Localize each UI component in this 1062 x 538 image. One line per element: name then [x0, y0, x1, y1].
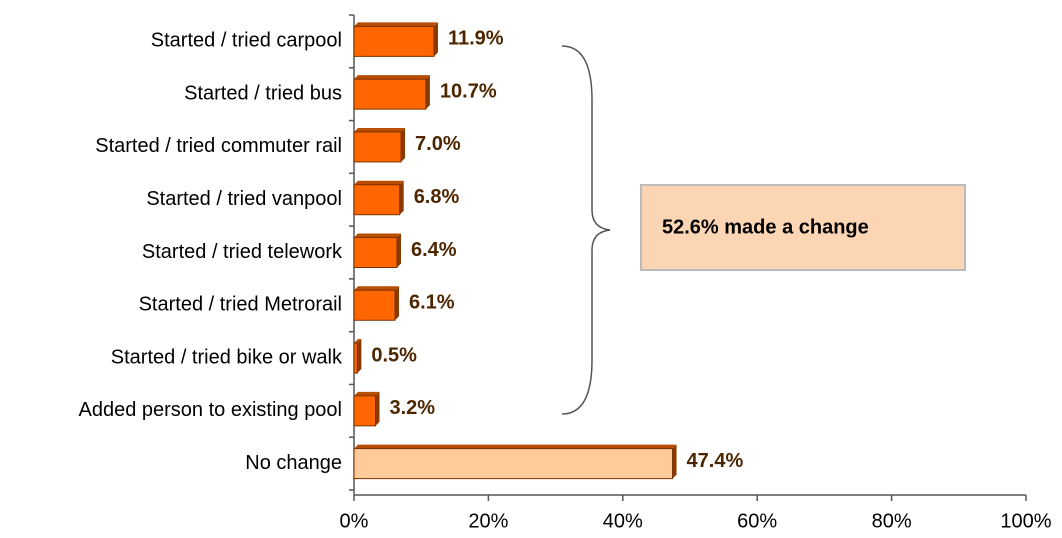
bar: [353, 78, 427, 110]
value-label: 11.9%: [448, 28, 504, 50]
y-tick-label: Started / tried commuter rail: [95, 135, 342, 157]
bar: [353, 342, 358, 374]
bar-side: [672, 444, 677, 479]
value-label: 0.5%: [371, 344, 417, 366]
x-tick-label: 40%: [603, 510, 643, 532]
bar-side: [394, 286, 399, 321]
y-tick-label: No change: [245, 452, 342, 474]
y-tick-label: Started / tried bus: [184, 82, 342, 104]
bar-side: [397, 233, 402, 268]
bar-top: [354, 339, 362, 344]
y-tick-label: Started / tried carpool: [151, 30, 342, 52]
bar: [353, 395, 377, 427]
bar-top: [354, 233, 402, 238]
bar-top: [354, 286, 399, 291]
x-tick-label: 80%: [872, 510, 912, 532]
y-tick-label: Started / tried vanpool: [146, 188, 342, 210]
y-tick-label: Added person to existing pool: [78, 399, 342, 421]
x-tick-label: 0%: [340, 510, 369, 532]
bar-side: [399, 180, 404, 215]
bar-top: [354, 180, 404, 185]
bar: [353, 289, 396, 321]
bar: [353, 237, 398, 268]
y-tick-label: Started / tried Metrorail: [139, 294, 342, 316]
y-tick-label: Started / tried bike or walk: [111, 346, 343, 368]
x-tick-label: 100%: [1000, 510, 1051, 532]
value-label: 3.2%: [390, 397, 436, 419]
bar-top: [354, 75, 430, 80]
bar: [353, 131, 402, 163]
bar-side: [401, 127, 406, 162]
annotation: 52.6% made a change: [662, 216, 869, 238]
bar-side: [375, 391, 380, 426]
bar-side: [357, 339, 362, 374]
value-label: 6.4%: [411, 239, 457, 261]
bar: [353, 448, 674, 480]
bar: [353, 25, 435, 57]
x-tick-label: 60%: [737, 510, 777, 532]
bar-top: [354, 22, 438, 27]
brace: [561, 45, 611, 415]
y-tick-label: Started / tried telework: [142, 241, 343, 263]
value-label: 10.7%: [440, 80, 497, 102]
bar-top: [354, 127, 406, 132]
bar-top: [354, 391, 380, 396]
value-label: 6.1%: [409, 292, 455, 314]
bar: [353, 184, 401, 216]
bar-top: [354, 444, 677, 449]
bar-side: [433, 22, 438, 57]
annotation-box: [640, 184, 966, 271]
bar-side: [425, 75, 430, 110]
value-label: 6.8%: [414, 186, 460, 208]
value-label: 47.4%: [687, 450, 744, 472]
x-tick-label: 20%: [468, 510, 508, 532]
value-label: 7.0%: [415, 133, 461, 155]
